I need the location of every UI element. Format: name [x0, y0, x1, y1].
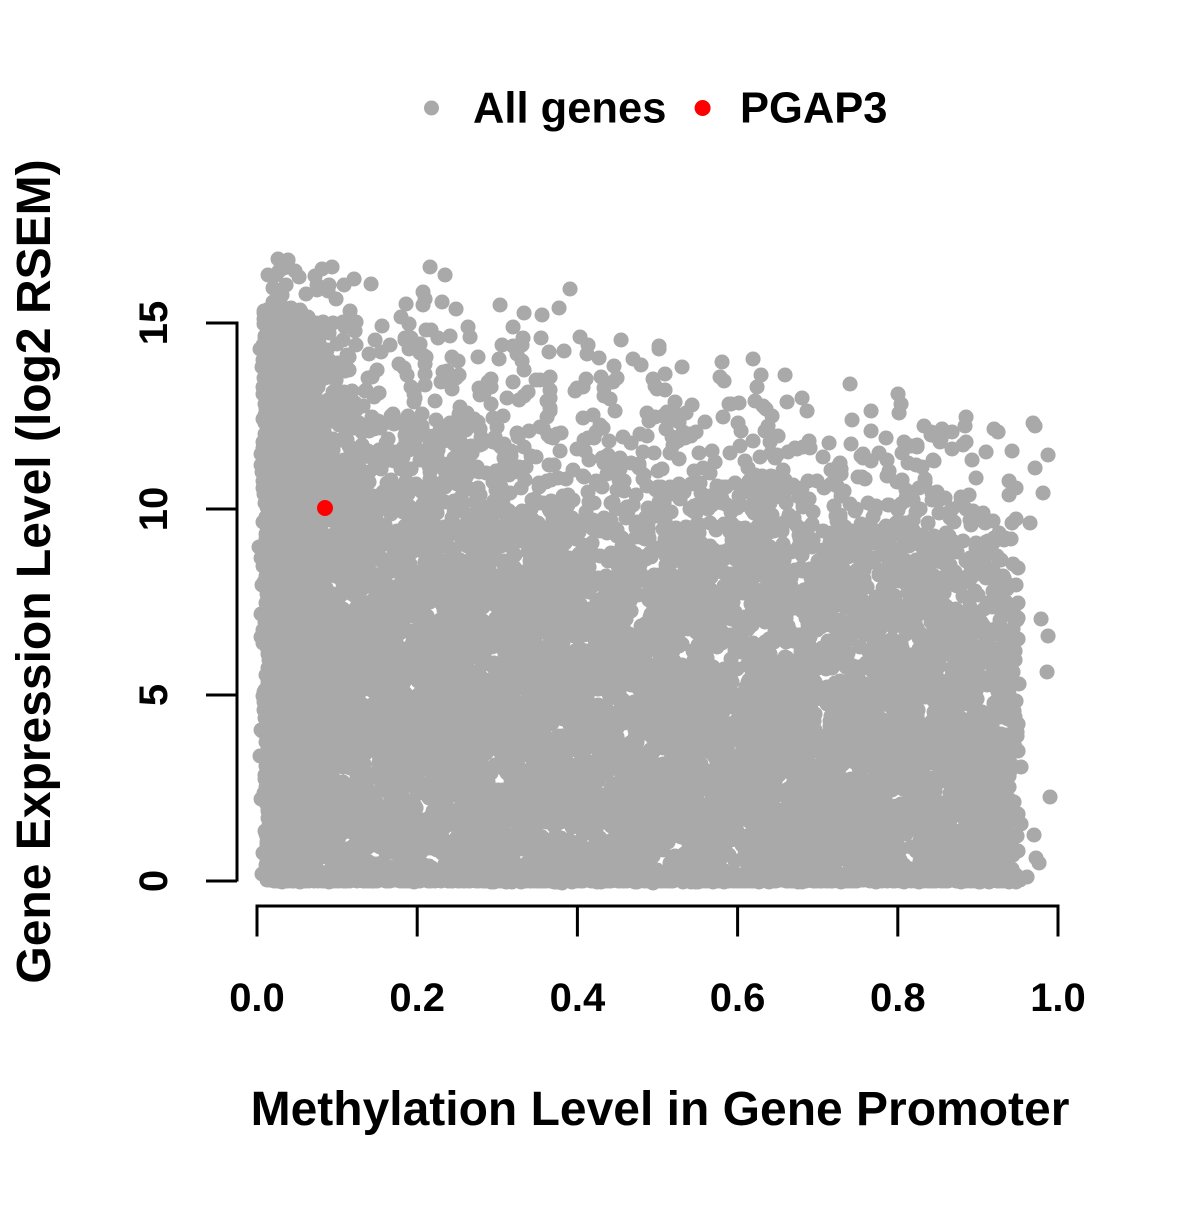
svg-text:0.4: 0.4 [550, 976, 606, 1020]
svg-text:Gene Expression Level (log2 RS: Gene Expression Level (log2 RSEM) [8, 159, 61, 983]
svg-text:15: 15 [132, 301, 176, 346]
svg-text:5: 5 [132, 684, 176, 706]
svg-text:0.2: 0.2 [389, 976, 445, 1020]
svg-text:0.0: 0.0 [229, 976, 285, 1020]
svg-text:10: 10 [132, 487, 176, 532]
svg-text:0: 0 [132, 870, 176, 892]
svg-text:All genes: All genes [473, 85, 666, 133]
svg-text:PGAP3: PGAP3 [740, 85, 887, 133]
svg-text:1.0: 1.0 [1030, 976, 1086, 1020]
svg-text:0.8: 0.8 [870, 976, 926, 1020]
svg-text:0.6: 0.6 [710, 976, 766, 1020]
svg-text:Methylation Level in Gene Prom: Methylation Level in Gene Promoter [251, 1083, 1070, 1136]
